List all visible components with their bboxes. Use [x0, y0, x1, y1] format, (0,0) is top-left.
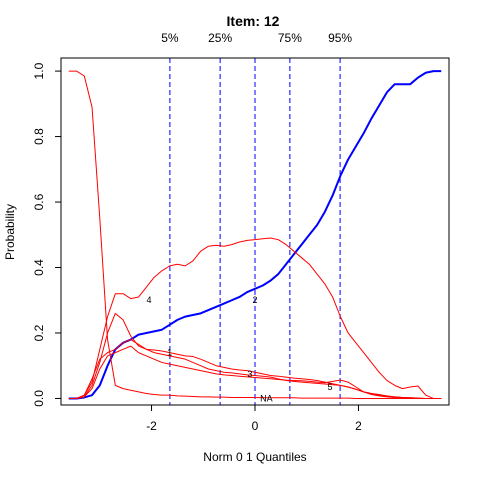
y-tick-label: 0.2 [32, 324, 46, 341]
series-line-4 [68, 237, 442, 399]
series-line-5 [68, 345, 442, 399]
series-line-3 [68, 339, 442, 399]
curve-label-na: NA [260, 393, 273, 403]
quantile-label: 5% [161, 31, 179, 45]
y-tick-label: 0.6 [32, 193, 46, 210]
x-tick-label: -2 [146, 419, 157, 433]
curve-label-3: 3 [247, 369, 252, 379]
x-axis: -2 0 2 [146, 405, 362, 433]
quantile-lines [169, 58, 341, 405]
y-tick-label: 0.4 [32, 259, 46, 276]
x-axis-label: Norm 0 1 Quantiles [203, 450, 306, 464]
chart-title: Item: 12 [227, 13, 280, 29]
quantile-label: 25% [208, 31, 232, 45]
curve-labels: 2 4 1 3 5 NA [146, 295, 332, 403]
y-tick-label: 1.0 [32, 62, 46, 79]
quantile-label: 95% [328, 31, 352, 45]
quantile-label: 75% [278, 31, 302, 45]
series-line-1 [68, 312, 442, 399]
y-axis: 0.0 0.2 0.4 0.6 0.8 1.0 [32, 62, 61, 407]
curve-label-5: 5 [328, 382, 333, 392]
series-line-na [68, 70, 442, 399]
y-tick-label: 0.8 [32, 128, 46, 145]
y-tick-label: 0.0 [32, 390, 46, 407]
x-tick-label: 0 [252, 419, 259, 433]
x-tick-label: 2 [355, 419, 362, 433]
y-axis-label: Probability [3, 204, 17, 260]
curve-label-4: 4 [146, 295, 151, 305]
curve-label-1: 1 [167, 348, 172, 358]
curve-label-2: 2 [252, 295, 257, 305]
series-lines [68, 70, 442, 400]
